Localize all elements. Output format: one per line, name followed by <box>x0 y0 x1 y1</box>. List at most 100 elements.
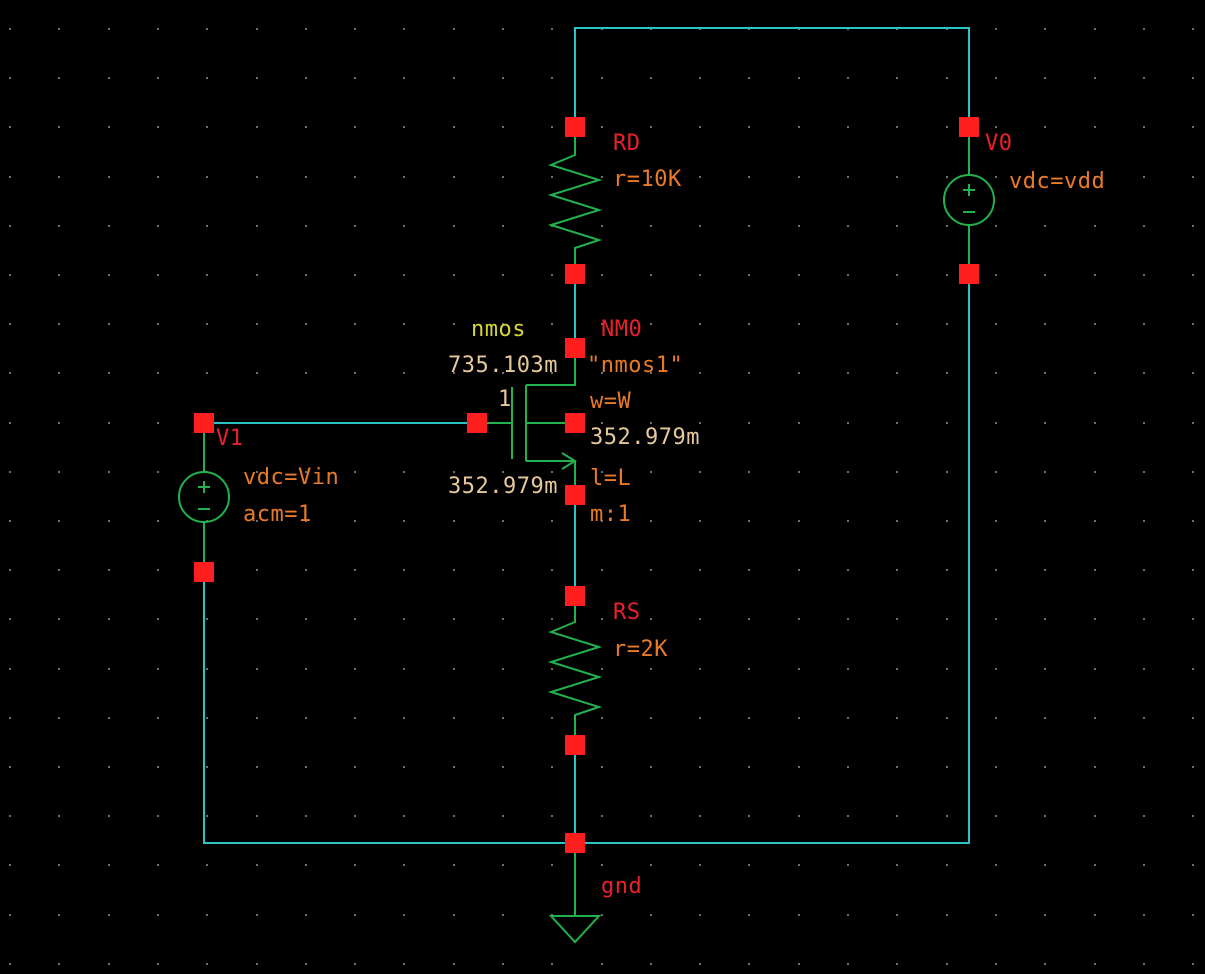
grid-dot <box>403 274 405 276</box>
grid-dot <box>1143 569 1145 571</box>
wire-top-rail[interactable] <box>574 27 970 127</box>
grid-dot <box>1192 126 1194 128</box>
grid-dot <box>798 176 800 178</box>
pin-rs-bottom[interactable] <box>565 735 585 755</box>
pin-rd-bottom[interactable] <box>565 264 585 284</box>
grid-dot <box>650 77 652 79</box>
grid-dot <box>1143 176 1145 178</box>
grid-dot <box>995 126 997 128</box>
grid-dot <box>354 28 356 30</box>
grid-dot <box>403 323 405 325</box>
grid-dot <box>1094 520 1096 522</box>
grid-dot <box>108 77 110 79</box>
grid-dot <box>847 668 849 670</box>
grid-dot <box>1094 28 1096 30</box>
grid-dot <box>1044 77 1046 79</box>
grid-dot <box>403 372 405 374</box>
grid-dot <box>896 77 898 79</box>
grid-dot <box>403 914 405 916</box>
grid-dot <box>157 963 159 965</box>
grid-dot <box>1044 323 1046 325</box>
resistor-rs[interactable] <box>547 596 603 745</box>
grid-dot <box>1192 815 1194 817</box>
grid-dot <box>108 28 110 30</box>
grid-dot <box>354 176 356 178</box>
pin-v0-plus[interactable] <box>959 117 979 137</box>
grid-dot <box>305 668 307 670</box>
grid-dot <box>157 668 159 670</box>
grid-dot <box>946 274 948 276</box>
pin-ground[interactable] <box>565 833 585 853</box>
grid-dot <box>748 422 750 424</box>
grid-dot <box>946 618 948 620</box>
grid-dot <box>1094 668 1096 670</box>
ground-label: gnd <box>601 874 642 899</box>
grid-dot <box>453 668 455 670</box>
grid-dot <box>305 176 307 178</box>
grid-dot <box>946 668 948 670</box>
grid-dot <box>847 225 849 227</box>
grid-dot <box>58 471 60 473</box>
grid-dot <box>108 520 110 522</box>
grid-dot <box>1192 372 1194 374</box>
pin-v1-plus[interactable] <box>194 413 214 433</box>
grid-dots <box>9 28 1194 965</box>
pin-rs-top[interactable] <box>565 586 585 606</box>
grid-dot <box>551 372 553 374</box>
resistor-icon <box>547 596 603 745</box>
dc-voltage-source-icon <box>943 127 995 274</box>
grid-dot <box>58 914 60 916</box>
grid-dot <box>157 914 159 916</box>
grid-dot <box>1044 176 1046 178</box>
grid-dot <box>1094 766 1096 768</box>
grid-dot <box>650 225 652 227</box>
grid-dot <box>1094 569 1096 571</box>
labels: RD r=10K V0 vdc=vdd nmos NM0 735.103m "n… <box>216 131 1105 899</box>
pin-v1-minus[interactable] <box>194 562 214 582</box>
grid-dot <box>847 914 849 916</box>
pin-nm0-drain[interactable] <box>565 338 585 358</box>
grid-dot <box>354 323 356 325</box>
grid-dot <box>748 520 750 522</box>
grid-dot <box>354 815 356 817</box>
pin-nm0-body[interactable] <box>565 413 585 433</box>
grid-dot <box>206 668 208 670</box>
grid-dot <box>748 717 750 719</box>
pin-nm0-gate[interactable] <box>467 413 487 433</box>
grid-dot <box>946 225 948 227</box>
grid-dot <box>699 766 701 768</box>
grid-dot <box>1094 77 1096 79</box>
grid-dot <box>1143 668 1145 670</box>
resistor-rd[interactable] <box>547 127 603 274</box>
grid-dot <box>157 77 159 79</box>
pin-nm0-source[interactable] <box>565 485 585 505</box>
grid-dot <box>403 520 405 522</box>
grid-dot <box>896 569 898 571</box>
wire-bottom-rail[interactable] <box>203 274 970 844</box>
grid-dot <box>896 815 898 817</box>
grid-dot <box>354 864 356 866</box>
voltage-source-v0[interactable] <box>943 127 995 274</box>
v1-acm-parameter: acm=1 <box>243 502 312 527</box>
grid-dot <box>502 225 504 227</box>
grid-dot <box>108 963 110 965</box>
grid-dot <box>847 372 849 374</box>
ground-symbol[interactable] <box>548 843 602 944</box>
grid-dot <box>896 422 898 424</box>
grid-dot <box>847 126 849 128</box>
grid-dot <box>502 864 504 866</box>
grid-dot <box>1143 225 1145 227</box>
pin-v0-minus[interactable] <box>959 264 979 284</box>
grid-dot <box>108 766 110 768</box>
grid-dot <box>256 126 258 128</box>
pin-rd-top[interactable] <box>565 117 585 137</box>
grid-dot <box>502 176 504 178</box>
grid-dot <box>157 422 159 424</box>
grid-dot <box>748 815 750 817</box>
grid-dot <box>551 569 553 571</box>
grid-dot <box>995 914 997 916</box>
grid-dot <box>1143 422 1145 424</box>
grid-dot <box>453 618 455 620</box>
